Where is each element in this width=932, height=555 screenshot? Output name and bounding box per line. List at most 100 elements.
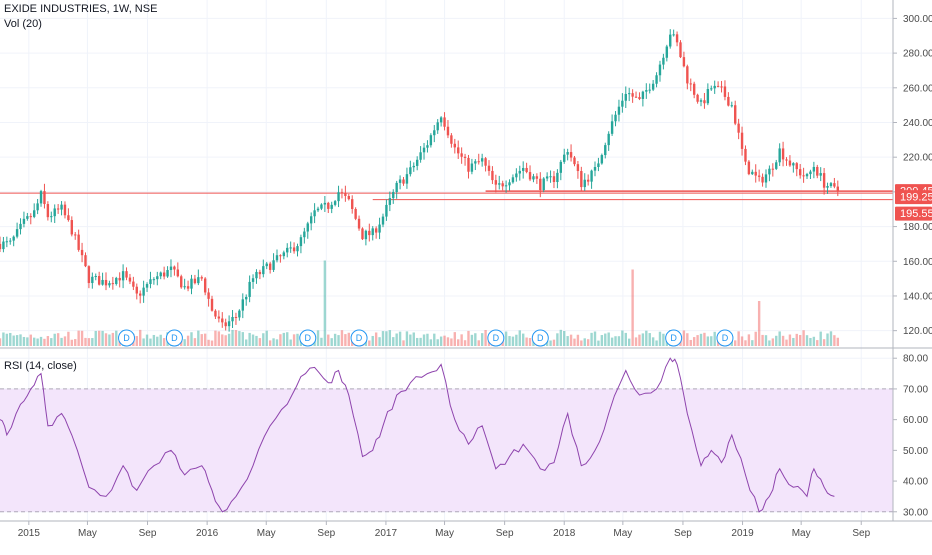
candle-body[interactable] — [706, 89, 710, 104]
candle-body[interactable] — [672, 34, 675, 36]
candle-body[interactable] — [128, 277, 132, 282]
candle-body[interactable] — [716, 85, 720, 87]
candle-body[interactable] — [480, 158, 484, 162]
candle-body[interactable] — [648, 89, 651, 91]
candle-body[interactable] — [528, 172, 532, 180]
candle-body[interactable] — [279, 255, 282, 257]
candle-body[interactable] — [180, 276, 183, 288]
candle-body[interactable] — [255, 271, 258, 279]
candle-body[interactable] — [385, 204, 388, 217]
candle-body[interactable] — [785, 159, 788, 161]
candle-body[interactable] — [87, 266, 91, 284]
candle-body[interactable] — [320, 204, 323, 209]
candle-body[interactable] — [764, 174, 768, 183]
candle-body[interactable] — [210, 298, 214, 311]
candle-body[interactable] — [792, 163, 795, 166]
candle-body[interactable] — [193, 278, 197, 284]
candle-body[interactable] — [149, 279, 152, 285]
candle-body[interactable] — [337, 192, 340, 202]
candle-body[interactable] — [344, 193, 347, 196]
candle-body[interactable] — [734, 105, 737, 124]
candle-body[interactable] — [504, 185, 508, 187]
candle-body[interactable] — [744, 148, 747, 162]
candle-body[interactable] — [46, 204, 50, 218]
candle-body[interactable] — [525, 167, 528, 173]
candle-body[interactable] — [508, 182, 511, 186]
candle-body[interactable] — [682, 57, 686, 67]
candle-body[interactable] — [258, 271, 262, 275]
candle-body[interactable] — [439, 117, 443, 123]
candle-body[interactable] — [641, 91, 645, 99]
candle-body[interactable] — [268, 263, 272, 270]
candle-body[interactable] — [347, 195, 350, 200]
candle-body[interactable] — [125, 271, 128, 278]
candle-body[interactable] — [651, 83, 655, 90]
candle-body[interactable] — [621, 100, 624, 107]
candle-body[interactable] — [751, 171, 754, 175]
candle-body[interactable] — [535, 176, 539, 179]
candle-body[interactable] — [788, 160, 792, 166]
candle-body[interactable] — [221, 318, 224, 323]
candle-body[interactable] — [374, 228, 378, 233]
candle-body[interactable] — [686, 66, 689, 84]
candle-body[interactable] — [22, 218, 26, 224]
candle-body[interactable] — [91, 276, 94, 284]
dividend-marker[interactable] — [665, 329, 683, 347]
candle-body[interactable] — [645, 90, 648, 92]
candle-body[interactable] — [238, 310, 241, 318]
candle-body[interactable] — [761, 176, 764, 183]
candle-body[interactable] — [351, 199, 354, 209]
candle-body[interactable] — [771, 168, 775, 170]
candle-body[interactable] — [56, 208, 60, 210]
candle-body[interactable] — [429, 135, 433, 146]
candle-body[interactable] — [207, 292, 210, 299]
candle-body[interactable] — [484, 158, 487, 166]
candle-body[interactable] — [309, 216, 313, 224]
candle-body[interactable] — [689, 83, 692, 85]
candle-body[interactable] — [398, 179, 402, 183]
candle-body[interactable] — [67, 215, 70, 221]
candle-body[interactable] — [812, 166, 816, 172]
candle-body[interactable] — [323, 202, 327, 205]
dividend-marker[interactable] — [165, 329, 183, 347]
candle-body[interactable] — [655, 75, 658, 84]
candle-body[interactable] — [487, 165, 491, 171]
candle-body[interactable] — [658, 64, 662, 76]
candle-body[interactable] — [409, 167, 412, 175]
candle-body[interactable] — [518, 170, 521, 174]
candle-body[interactable] — [545, 176, 549, 179]
candle-body[interactable] — [2, 241, 5, 250]
candle-body[interactable] — [224, 322, 227, 327]
candle-body[interactable] — [559, 161, 563, 173]
candle-body[interactable] — [593, 167, 597, 171]
candle-body[interactable] — [282, 252, 286, 257]
candle-body[interactable] — [569, 152, 573, 158]
candle-body[interactable] — [583, 179, 586, 188]
candle-body[interactable] — [665, 46, 669, 58]
candle-body[interactable] — [822, 173, 826, 188]
candle-body[interactable] — [600, 155, 604, 164]
candle-body[interactable] — [251, 278, 255, 282]
candle-body[interactable] — [9, 240, 12, 242]
candle-body[interactable] — [586, 179, 590, 182]
candle-body[interactable] — [474, 161, 477, 164]
candle-body[interactable] — [453, 143, 457, 148]
candle-body[interactable] — [159, 272, 162, 277]
candle-body[interactable] — [624, 93, 627, 101]
candle-body[interactable] — [436, 122, 439, 131]
candle-body[interactable] — [262, 266, 265, 275]
candle-body[interactable] — [5, 241, 9, 243]
candle-body[interactable] — [340, 192, 344, 194]
candle-body[interactable] — [97, 276, 101, 285]
candle-body[interactable] — [798, 169, 802, 176]
candle-body[interactable] — [713, 85, 716, 89]
candle-body[interactable] — [381, 216, 385, 225]
candle-body[interactable] — [306, 223, 309, 232]
candle-body[interactable] — [395, 182, 398, 193]
candle-body[interactable] — [573, 157, 576, 165]
candle-body[interactable] — [710, 88, 713, 90]
candle-body[interactable] — [515, 173, 518, 178]
candle-body[interactable] — [563, 154, 566, 162]
